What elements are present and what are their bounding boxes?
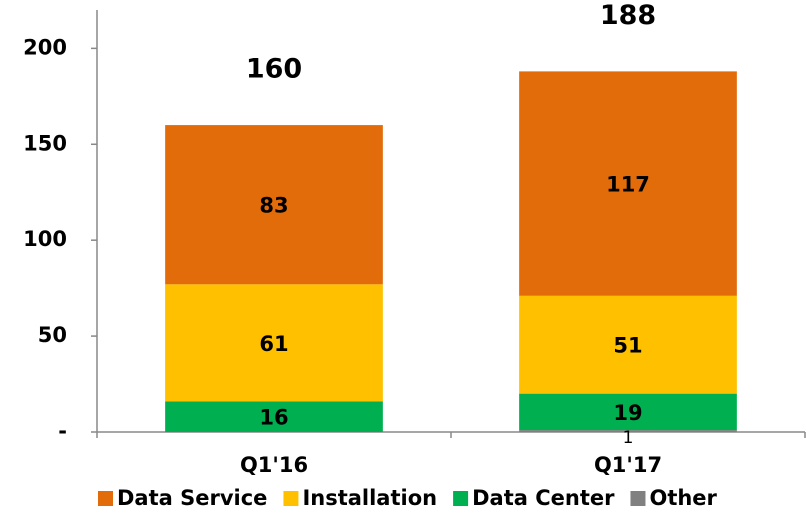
legend-label: Data Center — [472, 486, 615, 510]
data-label: 19 — [613, 401, 642, 425]
legend-label: Data Service — [117, 486, 267, 510]
legend-swatch — [283, 491, 299, 506]
data-label: 51 — [613, 334, 642, 358]
x-tick-label: Q1'17 — [594, 453, 662, 477]
bar-segment — [165, 401, 383, 432]
x-tick-label: Q1'16 — [240, 453, 308, 477]
y-tick-label: - — [58, 419, 67, 443]
y-tick-label: 100 — [23, 227, 67, 251]
legend-swatch — [453, 491, 469, 506]
bar-segment — [519, 393, 737, 431]
y-tick-label: 50 — [38, 323, 67, 347]
data-label: 117 — [606, 173, 650, 197]
data-label: 61 — [259, 332, 288, 356]
legend-label: Other — [649, 486, 717, 510]
bar-segment — [165, 125, 383, 285]
bar-segment — [519, 430, 737, 432]
data-label: 83 — [259, 194, 288, 218]
bar-segment — [165, 284, 383, 402]
legend-swatch — [630, 491, 646, 506]
legend-label: Installation — [302, 486, 437, 510]
total-label: 188 — [600, 0, 656, 31]
legend-swatch — [98, 491, 113, 506]
total-label: 160 — [246, 54, 302, 85]
bar-segment — [519, 295, 737, 394]
bar-segment — [519, 71, 737, 296]
y-tick-label: 150 — [23, 131, 67, 155]
y-tick-label: 200 — [23, 35, 67, 59]
data-label: 16 — [259, 406, 288, 430]
data-label: 1 — [623, 428, 634, 448]
